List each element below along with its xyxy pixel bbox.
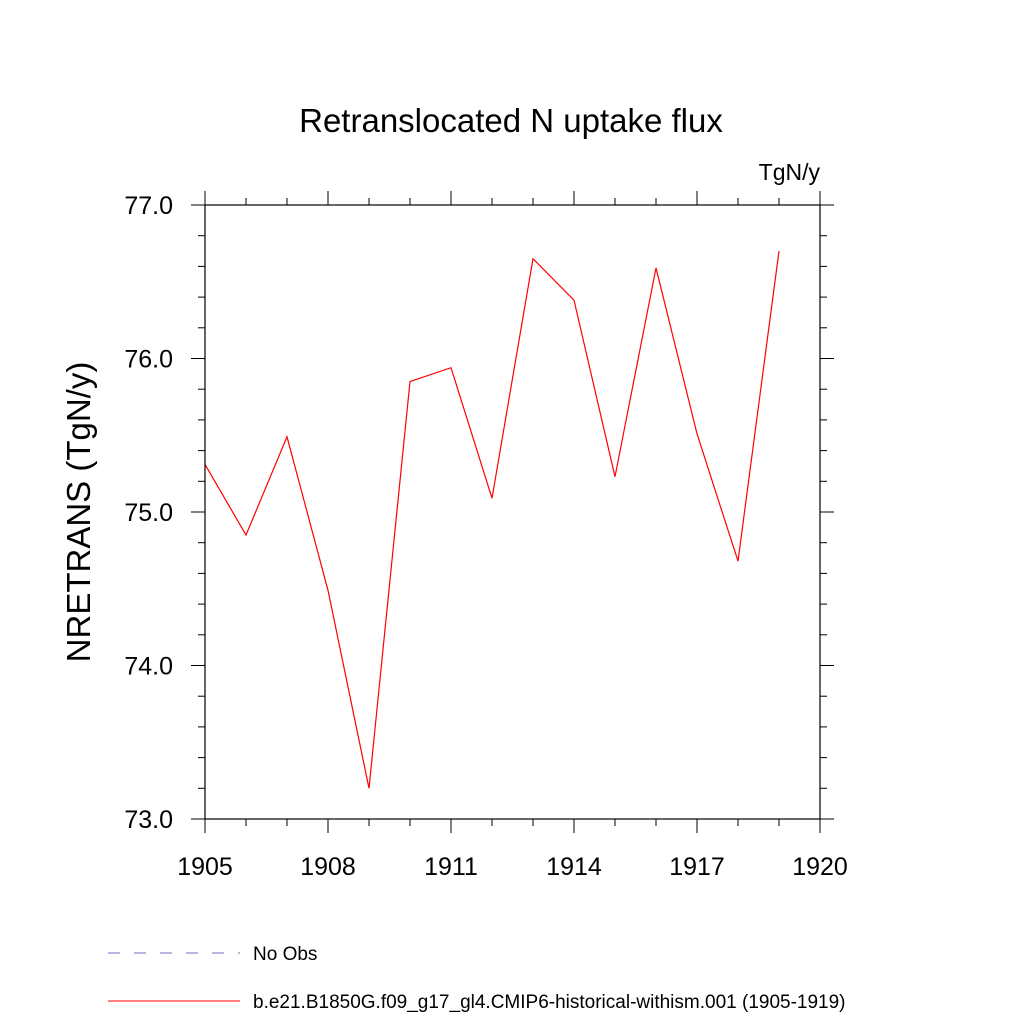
y-tick-label: 74.0 <box>124 653 173 681</box>
units-label: TgN/y <box>759 159 821 185</box>
y-axis-label: NRETRANS (TgN/y) <box>60 362 97 663</box>
series-layer <box>204 250 780 789</box>
legend: No Obs b.e21.B1850G.f09_g17_gl4.CMIP6-his… <box>108 944 846 1013</box>
tick-labels: 1905 1908 1911 1914 1917 1920 73.0 74.0 75.0 76.0… <box>124 192 847 881</box>
x-tick-label: 1914 <box>546 853 602 881</box>
y-tick-label: 75.0 <box>124 499 173 527</box>
plot-frame <box>204 204 821 820</box>
y-tick-label: 76.0 <box>124 346 173 374</box>
y-tick-label: 77.0 <box>124 192 173 220</box>
y-tick-label: 73.0 <box>124 806 173 834</box>
x-tick-label: 1905 <box>177 853 233 881</box>
x-tick-label: 1917 <box>669 853 725 881</box>
x-tick-label: 1920 <box>792 853 848 881</box>
legend-label: No Obs <box>253 944 317 965</box>
x-tick-label: 1908 <box>300 853 356 881</box>
chart-title: Retranslocated N uptake flux <box>299 102 723 139</box>
series-line <box>204 250 780 789</box>
x-tick-label: 1911 <box>424 853 478 881</box>
major-ticks <box>191 191 834 833</box>
minor-ticks <box>198 198 827 826</box>
legend-label: b.e21.B1850G.f09_g17_gl4.CMIP6-historica… <box>253 992 846 1013</box>
